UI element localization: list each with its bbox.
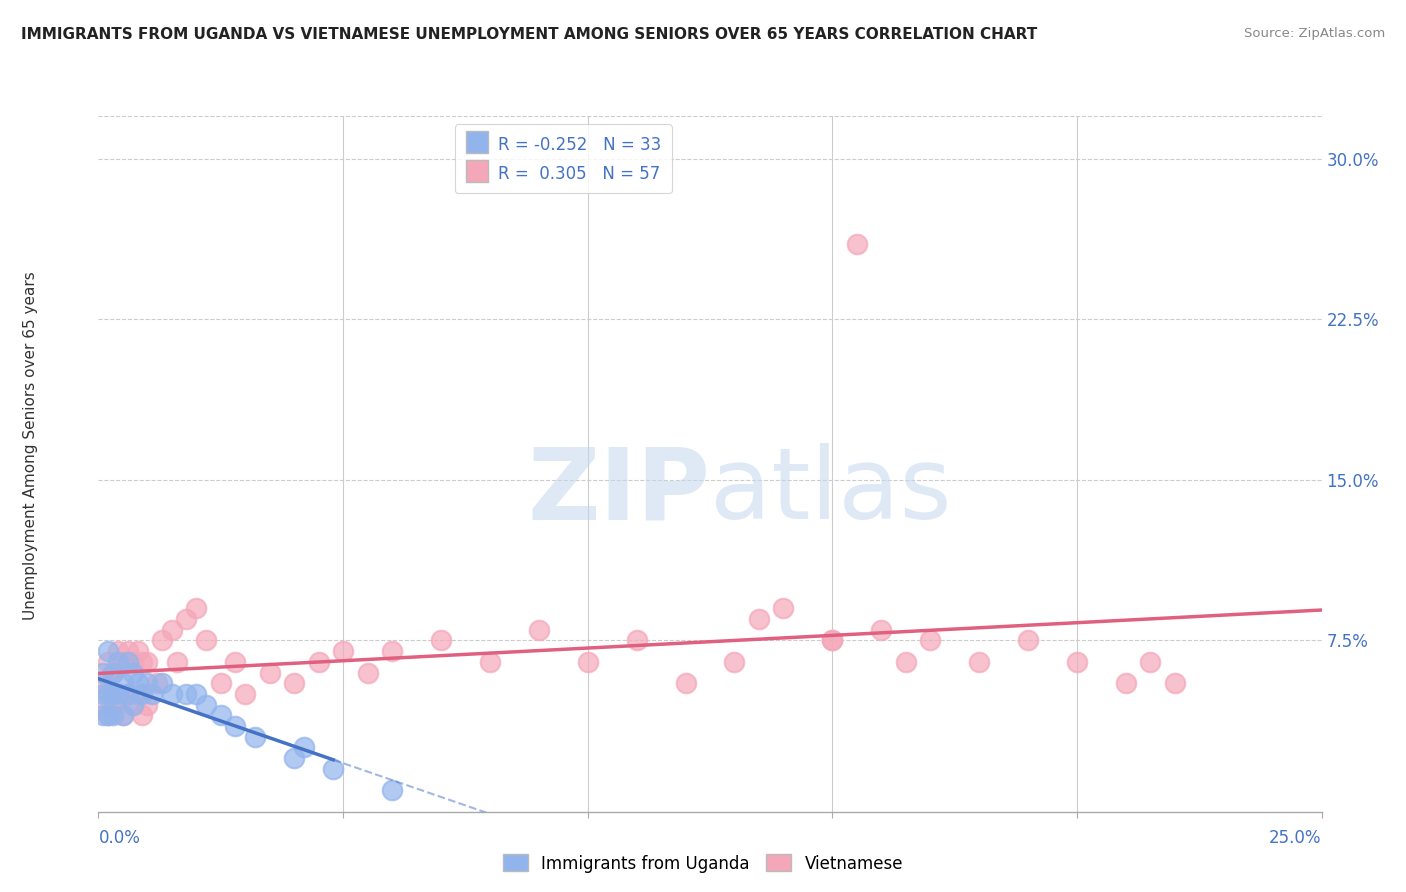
Point — [233, 687, 256, 701]
Point — [821, 633, 844, 648]
Point — [283, 751, 305, 765]
Point — [107, 687, 129, 701]
Point — [967, 655, 990, 669]
Point — [117, 687, 139, 701]
Point — [107, 687, 129, 701]
Point — [131, 655, 153, 669]
Point — [150, 633, 173, 648]
Point — [91, 665, 114, 680]
Point — [101, 665, 124, 680]
Legend: R = -0.252   N = 33, R =  0.305   N = 57: R = -0.252 N = 33, R = 0.305 N = 57 — [456, 124, 672, 194]
Point — [117, 687, 139, 701]
Point — [1164, 676, 1187, 690]
Point — [894, 655, 917, 669]
Point — [195, 633, 218, 648]
Point — [1017, 633, 1039, 648]
Point — [117, 644, 139, 658]
Point — [821, 633, 844, 648]
Point — [91, 676, 114, 690]
Point — [308, 655, 330, 669]
Text: 25.0%: 25.0% — [1270, 830, 1322, 847]
Point — [121, 655, 143, 669]
Point — [224, 719, 246, 733]
Point — [186, 687, 208, 701]
Point — [772, 601, 794, 615]
Point — [107, 655, 129, 669]
Point — [675, 676, 697, 690]
Point — [127, 644, 149, 658]
Point — [101, 687, 124, 701]
Point — [111, 676, 134, 690]
Point — [97, 708, 120, 723]
Text: ZIP: ZIP — [527, 443, 710, 541]
Point — [141, 687, 163, 701]
Point — [160, 687, 183, 701]
Point — [478, 655, 501, 669]
Point — [626, 633, 648, 648]
Point — [97, 644, 120, 658]
Point — [322, 762, 344, 776]
Point — [195, 698, 218, 712]
Point — [121, 698, 143, 712]
Point — [121, 698, 143, 712]
Text: atlas: atlas — [710, 443, 952, 541]
Point — [101, 665, 124, 680]
Point — [870, 623, 893, 637]
Text: IMMIGRANTS FROM UGANDA VS VIETNAMESE UNEMPLOYMENT AMONG SENIORS OVER 65 YEARS CO: IMMIGRANTS FROM UGANDA VS VIETNAMESE UNE… — [21, 27, 1038, 42]
Point — [101, 698, 124, 712]
Point — [146, 676, 169, 690]
Point — [117, 655, 139, 669]
Point — [576, 655, 599, 669]
Point — [97, 708, 120, 723]
Point — [91, 698, 114, 712]
Point — [356, 665, 378, 680]
Point — [283, 676, 305, 690]
Point — [91, 687, 114, 701]
Point — [176, 687, 198, 701]
Point — [381, 783, 404, 797]
Point — [150, 676, 173, 690]
Point — [127, 676, 149, 690]
Legend: Immigrants from Uganda, Vietnamese: Immigrants from Uganda, Vietnamese — [496, 847, 910, 880]
Point — [166, 655, 188, 669]
Point — [224, 655, 246, 669]
Point — [1139, 655, 1161, 669]
Text: Source: ZipAtlas.com: Source: ZipAtlas.com — [1244, 27, 1385, 40]
Point — [920, 633, 942, 648]
Point — [136, 676, 159, 690]
Point — [723, 655, 745, 669]
Point — [332, 644, 354, 658]
Point — [111, 708, 134, 723]
Point — [91, 708, 114, 723]
Point — [176, 612, 198, 626]
Point — [160, 623, 183, 637]
Point — [381, 644, 404, 658]
Point — [127, 687, 149, 701]
Point — [97, 687, 120, 701]
Point — [131, 708, 153, 723]
Point — [186, 601, 208, 615]
Point — [209, 676, 232, 690]
Point — [107, 644, 129, 658]
Point — [259, 665, 281, 680]
Text: 0.0%: 0.0% — [98, 830, 141, 847]
Point — [101, 708, 124, 723]
Point — [845, 237, 868, 252]
Point — [97, 655, 120, 669]
Point — [243, 730, 266, 744]
Point — [292, 740, 315, 755]
Point — [430, 633, 453, 648]
Point — [136, 698, 159, 712]
Point — [121, 665, 143, 680]
Point — [1066, 655, 1088, 669]
Point — [209, 708, 232, 723]
Point — [527, 623, 550, 637]
Point — [1115, 676, 1137, 690]
Point — [131, 687, 153, 701]
Point — [111, 655, 134, 669]
Point — [111, 708, 134, 723]
Point — [136, 655, 159, 669]
Text: Unemployment Among Seniors over 65 years: Unemployment Among Seniors over 65 years — [24, 272, 38, 620]
Point — [748, 612, 770, 626]
